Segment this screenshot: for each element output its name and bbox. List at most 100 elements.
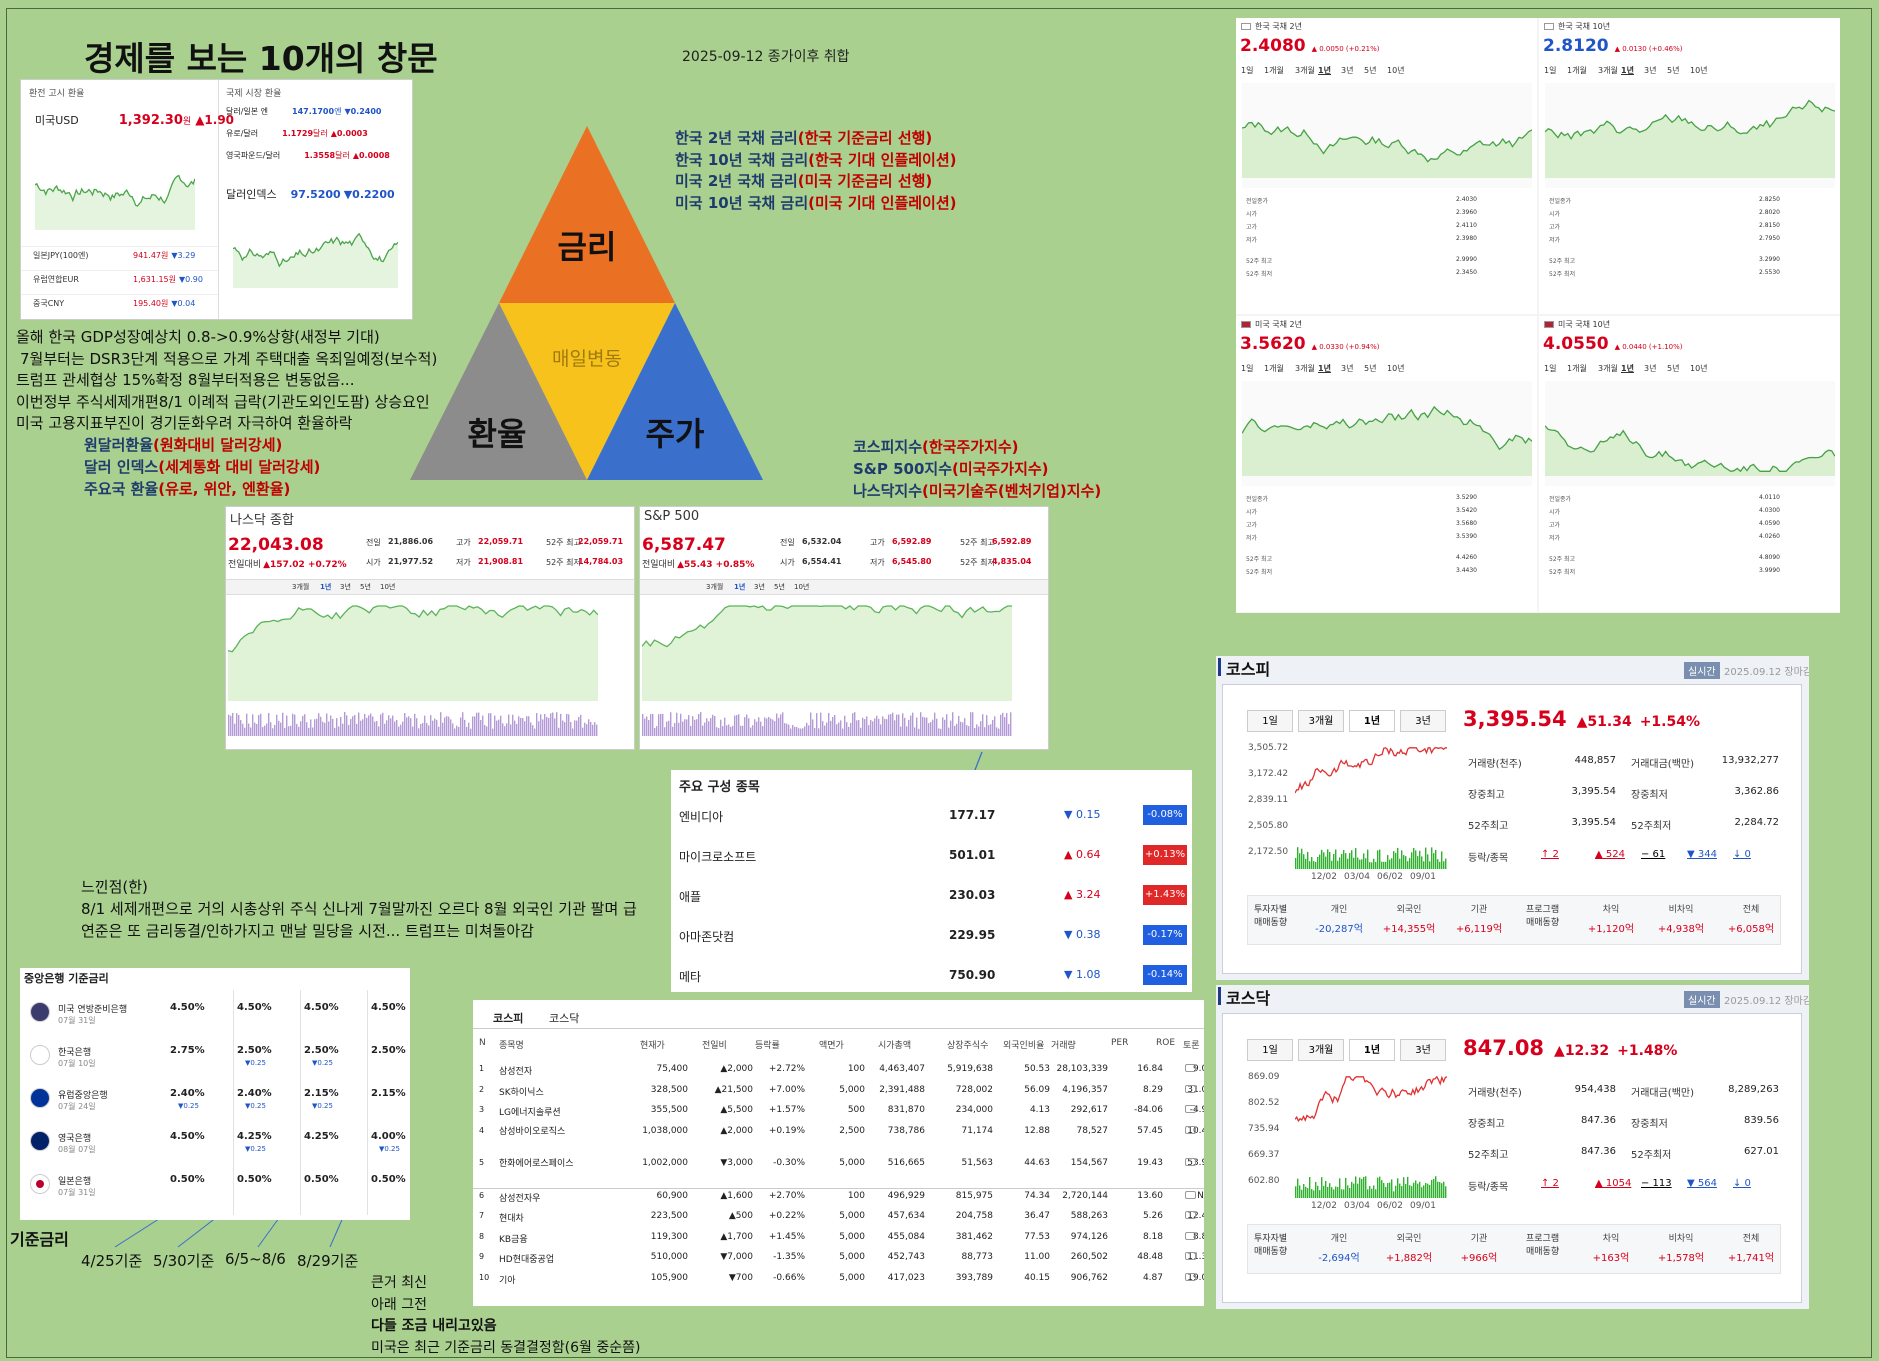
volume-bar	[250, 727, 252, 736]
volume-bar	[330, 715, 332, 736]
table-cell: 삼성바이오로직스	[499, 1126, 566, 1137]
volume-bar	[532, 725, 534, 736]
volume-bar	[832, 716, 834, 736]
index-stat-value: 6,592.89	[892, 537, 932, 546]
fx-change: ▲0.0003	[330, 129, 368, 138]
date-note: 2025-09-12 종가이후 취합	[682, 49, 850, 65]
market-name: 코스닥	[1226, 989, 1271, 1008]
volume-bar	[508, 714, 510, 736]
volume-bar	[260, 713, 262, 736]
volume-bar	[1419, 850, 1421, 869]
index-tab: 10년	[794, 583, 810, 591]
volume-bar	[332, 718, 334, 736]
y-axis-label: 3,505.72	[1248, 743, 1289, 753]
volume-bar	[1423, 1185, 1425, 1198]
volume-bar	[1421, 1187, 1423, 1198]
bond-chart	[1545, 381, 1835, 486]
volume-bar	[1297, 1178, 1299, 1198]
bond-value: 4.0550	[1543, 334, 1609, 354]
comment-icon	[1185, 1064, 1196, 1072]
volume-bar	[818, 728, 820, 736]
y-axis-label: 2,505.80	[1248, 821, 1289, 831]
volume-bar	[786, 723, 788, 736]
volume-bar	[1329, 1183, 1331, 1198]
volume-bar	[952, 712, 954, 736]
volume-bar	[966, 725, 968, 736]
volume-bar	[1335, 849, 1337, 869]
volume-bar	[486, 726, 488, 736]
volume-bar	[674, 723, 676, 736]
table-cell: 100	[847, 1190, 865, 1201]
impressions-line: 8/1 세제개편으로 거의 시총상위 주식 신나게 7월말까진 오르다 8월 외…	[81, 900, 637, 918]
bond-stat-value: 2.3960	[1456, 209, 1477, 216]
bank-rate: 4.50%	[170, 1002, 205, 1013]
table-cell: HD현대중공업	[499, 1255, 555, 1265]
volume-bar	[806, 722, 808, 736]
volume-bar	[968, 726, 970, 736]
table-cell: 831,870	[887, 1105, 925, 1115]
chart-line	[642, 605, 1012, 648]
index-stat-label: 저가	[870, 558, 885, 567]
volume-bar	[688, 715, 690, 736]
volume-bar	[1441, 851, 1443, 869]
market-panel: 코스닥 실시간 2025.09.12 장마감 1일 3개월 1년 3년 869.09 802.5…	[1216, 985, 1809, 1309]
index-change-row: 전일대비 ▲157.02 +0.72%	[228, 557, 347, 570]
volume-bar	[776, 713, 778, 736]
volume-bar	[1353, 857, 1355, 869]
index-stat-label: 전일	[366, 538, 381, 547]
table-cell: ▲1,700	[720, 1231, 753, 1242]
volume-bar	[1353, 1183, 1355, 1198]
volume-bar	[562, 720, 564, 736]
volume-bar	[270, 722, 272, 736]
volume-bar	[1399, 1183, 1401, 1198]
volume-bar	[348, 724, 350, 736]
holding-name: 아마존닷컴	[679, 930, 735, 944]
table-cell: 8	[479, 1231, 485, 1241]
chart-line	[1295, 1075, 1447, 1123]
volume-bar	[242, 723, 244, 736]
volume-bar	[874, 718, 876, 736]
volume-bar	[402, 721, 404, 736]
volume-bar	[1397, 1178, 1399, 1198]
volume-bar	[316, 718, 318, 736]
volume-bar	[892, 712, 894, 736]
volume-bar	[948, 727, 950, 736]
volume-bar	[886, 719, 888, 736]
investor-label: 비차익	[1668, 1234, 1694, 1244]
volume-bar	[238, 714, 240, 736]
table-header: 시가총액	[878, 1041, 912, 1051]
table-cell: ▼7,000	[720, 1252, 753, 1262]
volume-bar	[740, 725, 742, 736]
table-cell: 5,000	[839, 1272, 865, 1283]
volume-bar	[738, 714, 740, 736]
volume-bar	[484, 725, 486, 736]
volume-bar	[1429, 861, 1431, 869]
volume-bar	[1337, 1186, 1339, 1198]
volume-bar	[802, 728, 804, 736]
volume-bar	[858, 720, 860, 736]
fx-intl-row: 달러인덱스 97.5200 ▼0.2200	[226, 186, 395, 202]
note-label: 미국 10년 국채 금리	[675, 193, 809, 212]
y-axis-label: 669.37	[1248, 1150, 1280, 1160]
volume-bar	[290, 725, 292, 736]
volume-bar	[816, 713, 818, 736]
bond-name: 미국 국채 10년	[1558, 320, 1611, 329]
volume-bar	[586, 724, 588, 736]
table-cell: 74.34	[1024, 1190, 1050, 1201]
volume-bar	[694, 719, 696, 736]
holding-name: 마이크로소프트	[679, 850, 757, 864]
volume-bar	[662, 713, 664, 736]
volume-bar	[1317, 1185, 1319, 1198]
volume-bar	[1443, 861, 1445, 869]
table-cell: 한화에어로스페이스	[499, 1159, 574, 1169]
volume-bar	[1423, 861, 1425, 869]
volume-bar	[736, 715, 738, 736]
volume-bar	[1393, 1191, 1395, 1198]
volume-bar	[850, 722, 852, 736]
fx-name: 일본JPY(100엔)	[33, 251, 89, 260]
triangle-center	[499, 303, 675, 480]
volume-bar	[762, 726, 764, 736]
volume-bar	[426, 722, 428, 736]
fx-name: 중국CNY	[33, 299, 65, 308]
volume-bar	[1411, 1186, 1413, 1198]
